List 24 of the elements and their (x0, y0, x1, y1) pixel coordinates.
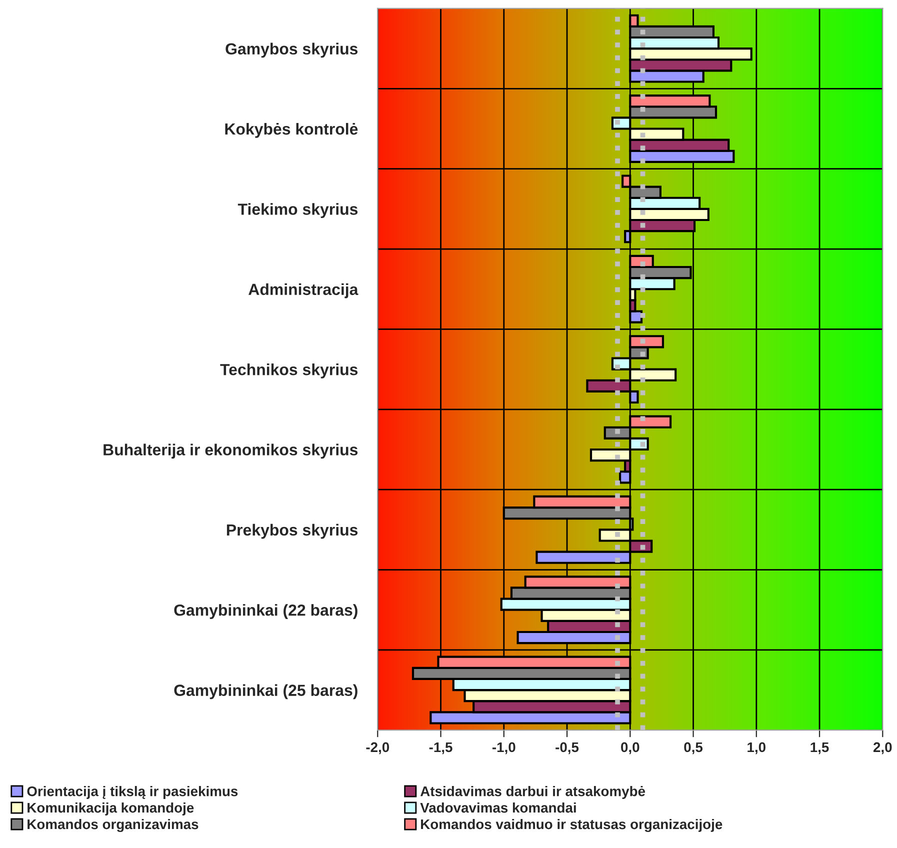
y-tick-label: Technikos skyrius (220, 364, 358, 378)
x-tick-label: 0,5 (684, 742, 703, 754)
x-tick-label: 1,5 (810, 742, 829, 754)
legend-label: Orientacija į tikslą ir pasiekimus (27, 786, 238, 799)
y-tick-label: Prekybos skyrius (226, 524, 358, 539)
legend-label: Atsidavimas darbui ir atsakomybė (420, 786, 646, 799)
legend-label: Vadovavimas komandai (420, 802, 576, 813)
legend-label: Komandos organizavimas (28, 818, 198, 832)
legend-label: Komandos vaidmuo ir statusas organizacijoje (421, 818, 722, 832)
x-tick-label: -0,5 (556, 742, 579, 754)
x-tick-label: 0,0 (621, 742, 640, 754)
x-tick-label: -1,0 (492, 742, 516, 754)
x-tick-label: -1,5 (429, 742, 452, 754)
legend-label: Komunikacija komandoje (28, 802, 194, 816)
x-tick-label: -2,0 (366, 742, 390, 754)
y-tick-label: Gamybininkai (22 baras) (174, 604, 358, 619)
y-tick-label: Tiekimo skyrius (238, 203, 358, 218)
y-tick-label: Gamybos skyrius (226, 42, 358, 58)
y-tick-label: Gamybininkai (25 baras) (174, 684, 358, 700)
x-tick-label: 1,0 (748, 742, 766, 754)
x-tick-label: 2,0 (873, 742, 892, 754)
y-tick-label: Kokybės kontrolė (225, 122, 358, 138)
y-tick-label: Buhalterija ir ekonomikos skyrius (104, 444, 358, 459)
y-tick-label: Administracija (248, 283, 358, 298)
